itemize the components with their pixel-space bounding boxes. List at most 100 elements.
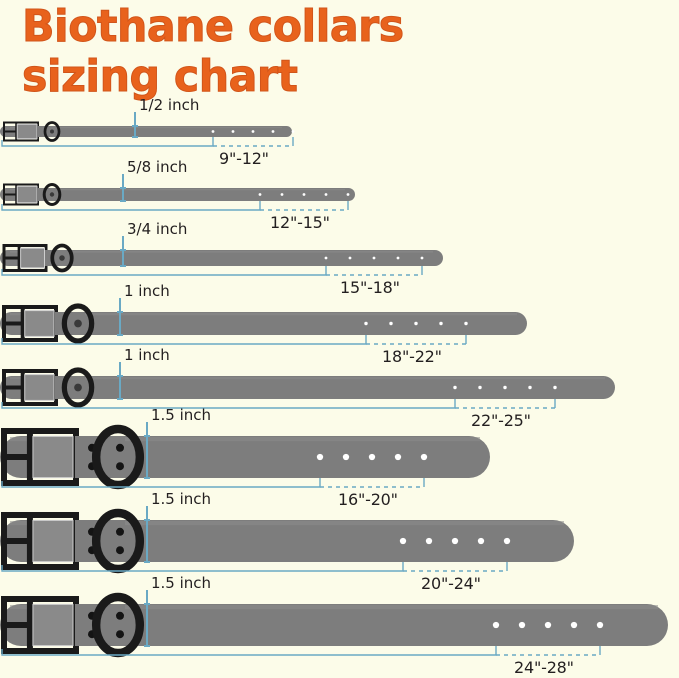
neck-size-label: 18"-22"	[382, 347, 442, 366]
neck-size-label: 22"-25"	[471, 411, 531, 430]
page-title-line-1: Biothane collars	[22, 1, 405, 52]
adjustment-hole	[451, 537, 459, 545]
adjustment-hole	[464, 321, 468, 326]
strap-width-label: 1 inch	[124, 346, 170, 364]
dimension-indicator	[1, 335, 467, 345]
adjustment-holes	[453, 385, 557, 390]
width-caliper	[120, 174, 126, 202]
d-ring-icon	[43, 121, 61, 142]
collar-row: 5/8 inch 12"-15"	[0, 158, 679, 232]
strap-highlight	[10, 313, 517, 316]
adjustment-hole	[399, 537, 407, 545]
dimension-indicator	[1, 201, 349, 211]
collar-illustration	[0, 236, 443, 276]
adjustment-hole	[348, 256, 352, 260]
adjustment-hole	[478, 385, 482, 390]
collar-row: 1.5 inch 24"-28"	[0, 574, 679, 678]
adjustment-hole	[503, 537, 511, 545]
buckle-strap-tail	[16, 123, 38, 140]
page-title: Biothane collars sizing chart	[22, 1, 662, 102]
d-ring-icon	[61, 303, 95, 344]
adjustment-holes	[492, 621, 604, 629]
collar-row: 1.5 inch 20"-24"	[0, 490, 679, 593]
buckle-hardware	[3, 121, 61, 142]
collar-strap	[0, 126, 292, 137]
collar-illustration	[0, 590, 668, 658]
adjustment-holes	[316, 453, 428, 461]
buckle-hardware	[1, 508, 145, 574]
strap-highlight	[10, 605, 658, 610]
buckle-hardware	[3, 183, 62, 206]
buckle-strap-tail	[20, 247, 45, 269]
width-caliper	[117, 298, 123, 336]
strap-keeper-segment	[37, 188, 59, 201]
neck-size-label: 12"-15"	[270, 213, 330, 232]
strap-highlight	[10, 521, 564, 526]
adjustment-hole	[302, 193, 306, 196]
strap-width-label: 1.5 inch	[151, 490, 212, 508]
adjustment-hole	[453, 385, 457, 390]
width-caliper	[144, 506, 150, 563]
collar-illustration	[0, 112, 295, 147]
adjustment-hole	[324, 193, 328, 196]
adjustment-holes	[258, 193, 350, 196]
collar-row: 3/4 inch 15"-18"	[0, 220, 679, 297]
collar-strap	[0, 250, 443, 266]
buckle-hardware	[1, 424, 145, 490]
rivet-icon	[116, 546, 124, 555]
strap-width-label: 1 inch	[124, 282, 170, 300]
adjustment-holes	[211, 130, 295, 133]
adjustment-hole	[544, 621, 552, 629]
adjustment-hole	[394, 453, 402, 461]
collar-illustration	[0, 298, 527, 345]
collar-row: 1.5 inch 16"-20"	[0, 406, 679, 509]
adjustment-hole	[251, 130, 255, 133]
adjustment-hole	[271, 130, 275, 133]
strap-highlight	[10, 251, 433, 253]
width-caliper	[117, 362, 123, 400]
buckle-hardware	[2, 243, 74, 273]
adjustment-holes	[324, 256, 424, 260]
width-caliper	[120, 236, 126, 267]
d-ring-icon	[42, 183, 62, 206]
buckle-strap-tail	[24, 310, 55, 337]
adjustment-hole	[324, 256, 328, 260]
buckle-strap-tail	[32, 519, 74, 563]
dimension-indicator	[1, 266, 423, 276]
buckle-hardware	[2, 367, 95, 408]
adjustment-hole	[420, 453, 428, 461]
adjustment-hole	[372, 256, 376, 260]
adjustment-hole	[211, 130, 215, 133]
adjustment-hole	[477, 537, 485, 545]
strap-width-label: 1.5 inch	[151, 406, 212, 424]
buckle-hardware	[2, 303, 95, 344]
width-caliper	[132, 112, 138, 138]
d-ring-center	[59, 255, 65, 261]
dimension-indicator	[1, 137, 294, 147]
d-ring-center	[50, 129, 54, 134]
strap-keeper-segment	[37, 126, 59, 137]
buckle-strap-tail	[24, 374, 55, 401]
d-ring-center	[74, 319, 82, 328]
adjustment-hole	[258, 193, 262, 196]
buckle-strap-tail	[32, 603, 74, 647]
adjustment-hole	[492, 621, 500, 629]
dimension-indicator	[1, 478, 425, 488]
collar-strap	[0, 520, 574, 562]
adjustment-hole	[368, 453, 376, 461]
strap-highlight	[10, 127, 282, 129]
adjustment-holes	[399, 537, 511, 545]
strap-width-label: 5/8 inch	[127, 158, 188, 176]
d-ring-icon	[50, 243, 74, 273]
neck-size-label: 15"-18"	[340, 278, 400, 297]
width-caliper	[144, 590, 150, 647]
collar-rows: 1/2 inch 9"-12" 5/8 inch 12"-15" 3/4 inch 15"…	[0, 96, 679, 677]
strap-keeper-segment	[45, 250, 69, 266]
adjustment-hole	[414, 321, 418, 326]
adjustment-hole	[364, 321, 368, 326]
strap-highlight	[10, 377, 605, 380]
buckle-strap-tail	[16, 185, 38, 204]
buckle-hardware	[1, 592, 145, 658]
adjustment-holes	[364, 321, 468, 326]
buckle-strap-tail	[32, 435, 74, 479]
